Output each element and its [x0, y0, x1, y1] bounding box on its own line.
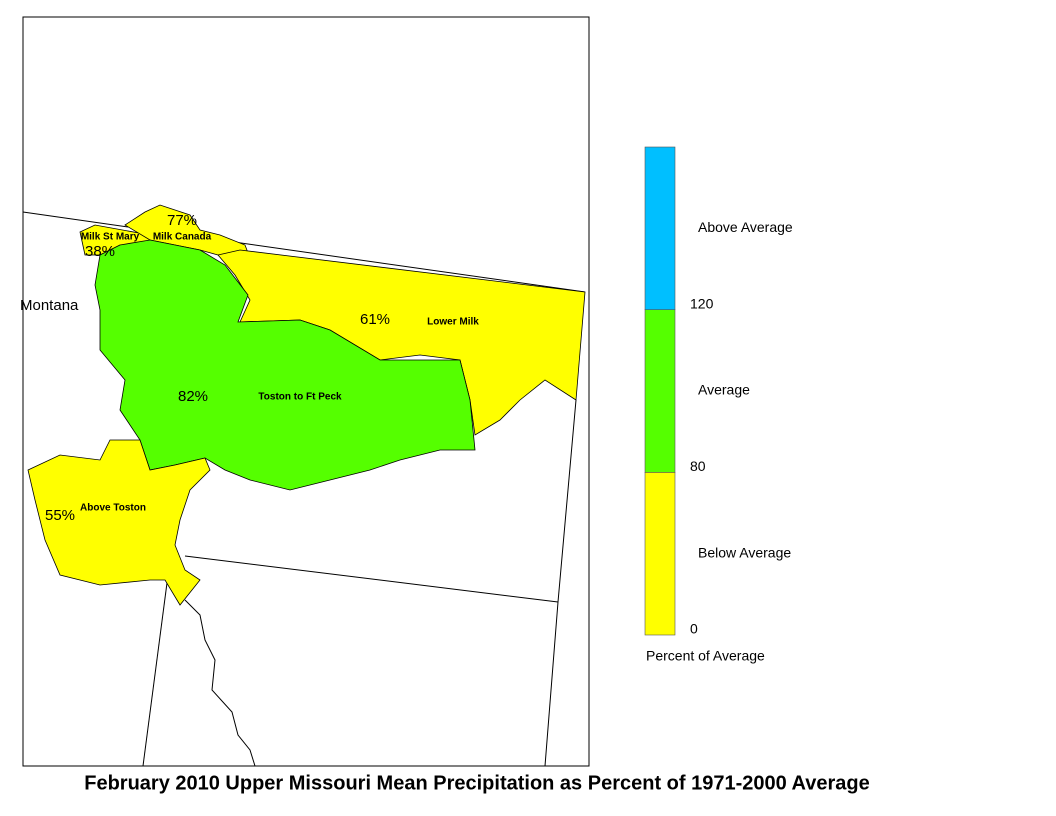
border-line: [184, 555, 559, 603]
basin-percent: 55%: [45, 507, 75, 524]
basin-name: Toston to Ft Peck: [258, 392, 342, 403]
legend: Below Average Average Above Average 0 80 120 P…: [644, 146, 793, 664]
legend-break: 0: [690, 621, 698, 637]
basin: [27, 439, 211, 606]
basin-percent: 61%: [360, 311, 390, 328]
basin-name: Milk Canada: [153, 232, 212, 243]
legend-swatch: [644, 146, 676, 310]
legend-break: 120: [690, 295, 714, 311]
basin-name: Milk St Mary: [81, 232, 140, 243]
boundaries: [22, 211, 586, 767]
legend-title: Percent of Average: [646, 648, 765, 664]
legend-class-label: Average: [698, 382, 750, 398]
border-line: [22, 211, 586, 293]
legend-class-label: Above Average: [698, 219, 793, 235]
border-line: [544, 399, 577, 767]
legend-swatch: [644, 309, 676, 473]
border-line: [142, 559, 171, 767]
legend-class-label: Below Average: [698, 544, 791, 560]
map-title: February 2010 Upper Missouri Mean Precip…: [84, 772, 870, 794]
legend-break: 80: [690, 458, 706, 474]
basin-percent: 38%: [85, 243, 115, 260]
basin-percent: 77%: [167, 212, 197, 229]
basin: [94, 239, 476, 491]
basin-name: Above Toston: [80, 503, 146, 514]
legend-swatch: [644, 472, 676, 636]
basins: 38%Milk St Mary 77% Milk Canada 61% Lower Mi…: [27, 204, 586, 606]
state-label: Montana: [20, 297, 79, 314]
border-line: [184, 599, 256, 767]
basin-name: Lower Milk: [427, 317, 479, 328]
basin-percent: 82%: [178, 388, 208, 405]
map: 38%Milk St Mary 77% Milk Canada 61% Lower Mi…: [22, 16, 590, 767]
